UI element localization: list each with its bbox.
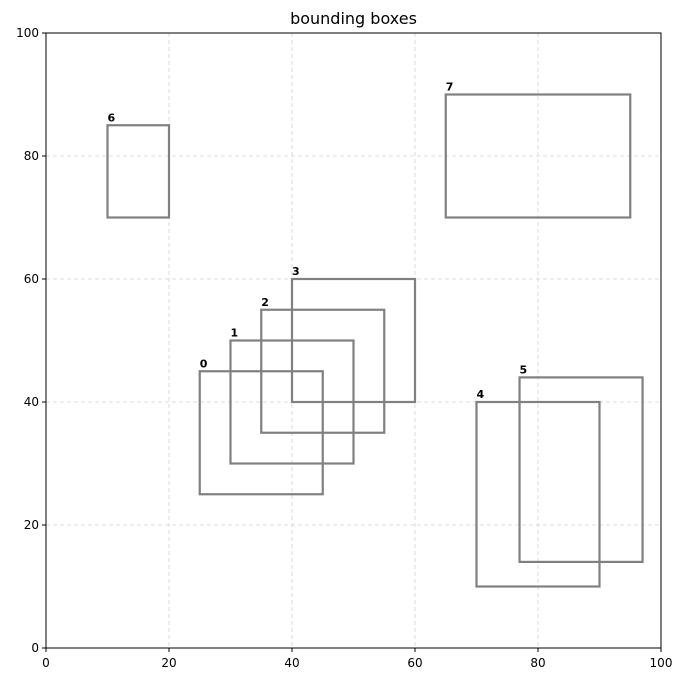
boxes: 0 1 2 3 4 5 6 7 — [106, 81, 644, 588]
box-label-1: 1 — [231, 327, 239, 340]
x-tick-label: 100 — [650, 656, 673, 670]
x-tick-label: 40 — [284, 656, 299, 670]
plot-frame — [45, 32, 662, 649]
bounding-box-3 — [290, 277, 417, 404]
x-tick-label: 60 — [407, 656, 422, 670]
y-tick-label: 20 — [24, 518, 39, 532]
box-label-3: 3 — [292, 265, 300, 278]
bounding-box-2 — [260, 308, 386, 434]
x-tick-label: 20 — [161, 656, 176, 670]
y-tick-label: 60 — [24, 272, 39, 286]
y-tick-label: 40 — [24, 395, 39, 409]
chart-title: bounding boxes — [290, 9, 417, 28]
y-tick-label: 100 — [16, 26, 39, 40]
box-label-2: 2 — [261, 296, 269, 309]
bounding-box-6 — [106, 124, 171, 219]
box-label-7: 7 — [446, 81, 454, 94]
y-tick-label: 0 — [31, 641, 39, 655]
box-label-6: 6 — [108, 111, 116, 124]
y-tick-label: 80 — [24, 149, 39, 163]
bounding-box-5 — [518, 376, 644, 563]
bounding-box-4 — [475, 400, 601, 588]
bounding-box-7 — [444, 93, 632, 219]
box-label-0: 0 — [200, 357, 208, 370]
box-label-4: 4 — [477, 388, 485, 401]
x-tick-label: 0 — [42, 656, 50, 670]
x-tick-label: 80 — [530, 656, 545, 670]
box-label-5: 5 — [520, 363, 528, 376]
